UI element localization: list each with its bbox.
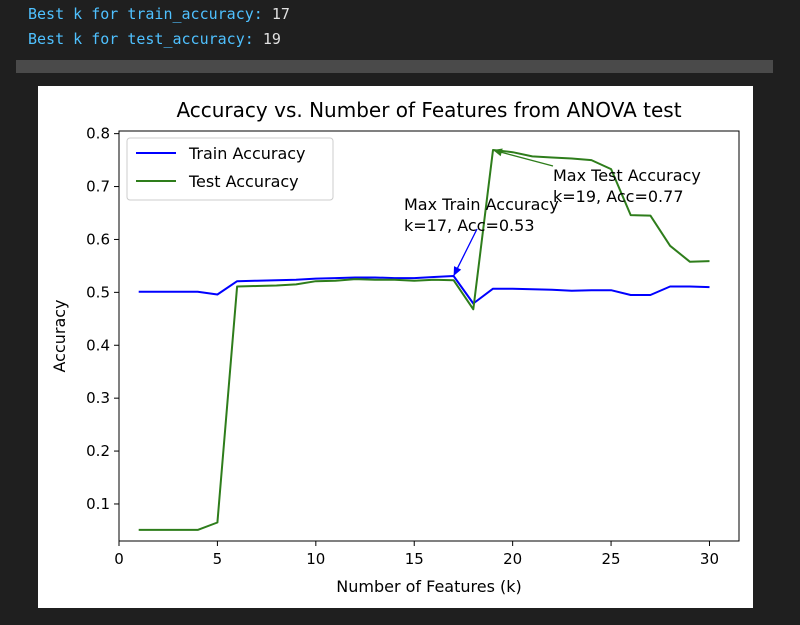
x-tick-label-10: 10 xyxy=(306,550,325,568)
y-tick-label-0.5: 0.5 xyxy=(86,283,110,301)
annotation-text-0-1: k=17, Acc=0.53 xyxy=(404,216,535,235)
x-axis-label: Number of Features (k) xyxy=(336,577,522,596)
console-output: Best k for train_accuracy: 17 Best k for… xyxy=(28,2,290,52)
y-tick-label-0.2: 0.2 xyxy=(86,442,110,460)
chart-title: Accuracy vs. Number of Features from ANO… xyxy=(176,98,681,122)
legend-label-0: Train Accuracy xyxy=(188,144,306,163)
y-axis-label: Accuracy xyxy=(50,299,69,372)
annotation-arrowhead-0 xyxy=(453,266,462,276)
y-tick-label-0.3: 0.3 xyxy=(86,389,110,407)
legend-label-1: Test Accuracy xyxy=(188,172,299,191)
annotation-text-1-0: Max Test Accuracy xyxy=(553,166,701,185)
train-best-k-value: 17 xyxy=(271,5,290,23)
x-tick-label-30: 30 xyxy=(700,550,719,568)
y-tick-label-0.7: 0.7 xyxy=(86,178,110,196)
annotation-text-0-0: Max Train Accuracy xyxy=(404,195,559,214)
output-divider[interactable] xyxy=(16,60,773,73)
annotation-text-1-1: k=19, Acc=0.77 xyxy=(553,187,684,206)
annotation-arrow-1 xyxy=(492,149,554,167)
plot-frame xyxy=(118,130,740,542)
y-tick-label-0.1: 0.1 xyxy=(86,495,110,513)
test-best-k-value: 19 xyxy=(262,30,281,48)
train-best-k-label: Best k for train_accuracy: xyxy=(28,5,263,23)
console-line-test: Best k for test_accuracy: 19 xyxy=(28,27,290,52)
chart-figure: Accuracy vs. Number of Features from ANO… xyxy=(38,86,753,608)
x-tick-label-5: 5 xyxy=(213,550,223,568)
series-line-test-accuracy xyxy=(138,149,710,531)
series-line-train-accuracy xyxy=(138,275,710,305)
x-tick-label-0: 0 xyxy=(114,550,124,568)
y-tick-label-0.6: 0.6 xyxy=(86,230,110,248)
console-line-train: Best k for train_accuracy: 17 xyxy=(28,2,290,27)
accuracy-chart: Accuracy vs. Number of Features from ANO… xyxy=(50,98,740,596)
test-best-k-label: Best k for test_accuracy: xyxy=(28,30,254,48)
x-tick-label-15: 15 xyxy=(405,550,424,568)
annotation-arrowhead-1 xyxy=(492,148,503,157)
x-tick-label-25: 25 xyxy=(602,550,621,568)
x-tick-label-20: 20 xyxy=(503,550,522,568)
legend-box xyxy=(126,137,334,201)
y-tick-label-0.4: 0.4 xyxy=(86,336,110,354)
y-tick-label-0.8: 0.8 xyxy=(86,125,110,143)
